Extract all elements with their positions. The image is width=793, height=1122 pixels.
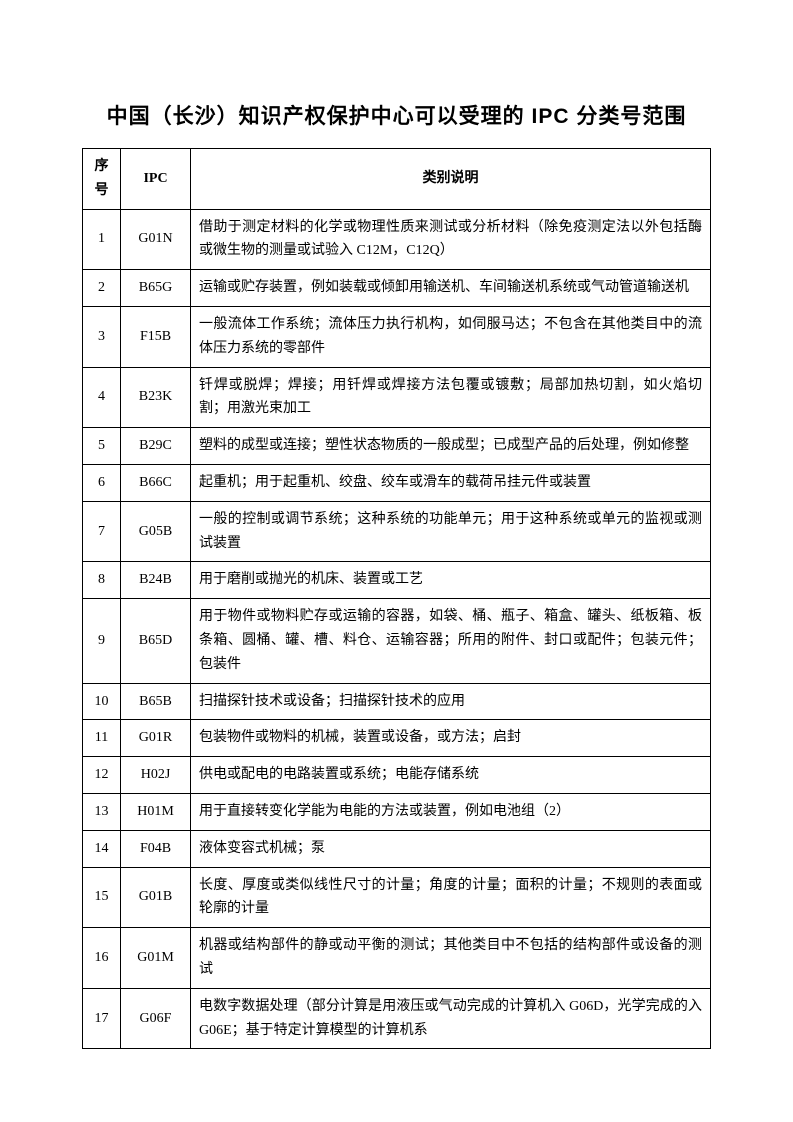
ipc-table: 序号 IPC 类别说明 1G01N借助于测定材料的化学或物理性质来测试或分析材料… (82, 148, 711, 1049)
table-row: 12H02J供电或配电的电路装置或系统；电能存储系统 (83, 757, 711, 794)
cell-index: 5 (83, 428, 121, 465)
cell-index: 13 (83, 793, 121, 830)
cell-ipc: G01M (121, 928, 191, 989)
cell-index: 15 (83, 867, 121, 928)
ipc-table-head: 序号 IPC 类别说明 (83, 149, 711, 210)
cell-index: 12 (83, 757, 121, 794)
col-header-desc: 类别说明 (191, 149, 711, 210)
cell-description: 塑料的成型或连接；塑性状态物质的一般成型；已成型产品的后处理，例如修整 (191, 428, 711, 465)
cell-index: 8 (83, 562, 121, 599)
cell-index: 3 (83, 306, 121, 367)
cell-description: 起重机；用于起重机、绞盘、绞车或滑车的载荷吊挂元件或装置 (191, 464, 711, 501)
cell-ipc: G01R (121, 720, 191, 757)
cell-description: 扫描探针技术或设备；扫描探针技术的应用 (191, 683, 711, 720)
cell-description: 运输或贮存装置，例如装载或倾卸用输送机、车间输送机系统或气动管道输送机 (191, 270, 711, 307)
col-header-index-text: 序号 (95, 159, 109, 198)
table-row: 5B29C塑料的成型或连接；塑性状态物质的一般成型；已成型产品的后处理，例如修整 (83, 428, 711, 465)
cell-description: 长度、厚度或类似线性尺寸的计量；角度的计量；面积的计量；不规则的表面或轮廓的计量 (191, 867, 711, 928)
table-row: 4B23K钎焊或脱焊；焊接；用钎焊或焊接方法包覆或镀敷；局部加热切割，如火焰切割… (83, 367, 711, 428)
table-row: 2B65G运输或贮存装置，例如装载或倾卸用输送机、车间输送机系统或气动管道输送机 (83, 270, 711, 307)
cell-description: 机器或结构部件的静或动平衡的测试；其他类目中不包括的结构部件或设备的测试 (191, 928, 711, 989)
cell-ipc: B29C (121, 428, 191, 465)
cell-ipc: B24B (121, 562, 191, 599)
cell-description: 一般流体工作系统；流体压力执行机构，如伺服马达；不包含在其他类目中的流体压力系统… (191, 306, 711, 367)
cell-index: 6 (83, 464, 121, 501)
cell-ipc: G06F (121, 988, 191, 1049)
header-row: 序号 IPC 类别说明 (83, 149, 711, 210)
page-title: 中国（长沙）知识产权保护中心可以受理的 IPC 分类号范围 (82, 100, 711, 130)
cell-index: 7 (83, 501, 121, 562)
cell-description: 用于直接转变化学能为电能的方法或装置，例如电池组（2） (191, 793, 711, 830)
cell-ipc: H02J (121, 757, 191, 794)
cell-description: 用于磨削或抛光的机床、装置或工艺 (191, 562, 711, 599)
cell-description: 电数字数据处理（部分计算是用液压或气动完成的计算机入 G06D，光学完成的入 G… (191, 988, 711, 1049)
cell-ipc: F15B (121, 306, 191, 367)
cell-ipc: F04B (121, 830, 191, 867)
cell-index: 17 (83, 988, 121, 1049)
cell-index: 10 (83, 683, 121, 720)
cell-ipc: G05B (121, 501, 191, 562)
cell-ipc: B65D (121, 599, 191, 683)
col-header-ipc: IPC (121, 149, 191, 210)
table-row: 13H01M用于直接转变化学能为电能的方法或装置，例如电池组（2） (83, 793, 711, 830)
cell-ipc: B65B (121, 683, 191, 720)
cell-index: 9 (83, 599, 121, 683)
table-row: 1G01N借助于测定材料的化学或物理性质来测试或分析材料（除免疫测定法以外包括酶… (83, 209, 711, 270)
cell-index: 14 (83, 830, 121, 867)
cell-ipc: B23K (121, 367, 191, 428)
table-row: 10B65B扫描探针技术或设备；扫描探针技术的应用 (83, 683, 711, 720)
table-row: 17G06F电数字数据处理（部分计算是用液压或气动完成的计算机入 G06D，光学… (83, 988, 711, 1049)
cell-description: 借助于测定材料的化学或物理性质来测试或分析材料（除免疫测定法以外包括酶或微生物的… (191, 209, 711, 270)
table-row: 7G05B一般的控制或调节系统；这种系统的功能单元；用于这种系统或单元的监视或测… (83, 501, 711, 562)
cell-index: 16 (83, 928, 121, 989)
table-row: 3F15B一般流体工作系统；流体压力执行机构，如伺服马达；不包含在其他类目中的流… (83, 306, 711, 367)
cell-description: 钎焊或脱焊；焊接；用钎焊或焊接方法包覆或镀敷；局部加热切割，如火焰切割；用激光束… (191, 367, 711, 428)
cell-ipc: G01B (121, 867, 191, 928)
cell-index: 2 (83, 270, 121, 307)
cell-description: 用于物件或物料贮存或运输的容器，如袋、桶、瓶子、箱盒、罐头、纸板箱、板条箱、圆桶… (191, 599, 711, 683)
table-row: 8B24B用于磨削或抛光的机床、装置或工艺 (83, 562, 711, 599)
cell-ipc: B66C (121, 464, 191, 501)
cell-index: 4 (83, 367, 121, 428)
cell-index: 11 (83, 720, 121, 757)
cell-ipc: B65G (121, 270, 191, 307)
table-row: 16G01M机器或结构部件的静或动平衡的测试；其他类目中不包括的结构部件或设备的… (83, 928, 711, 989)
cell-index: 1 (83, 209, 121, 270)
cell-description: 供电或配电的电路装置或系统；电能存储系统 (191, 757, 711, 794)
table-row: 11G01R包装物件或物料的机械，装置或设备，或方法；启封 (83, 720, 711, 757)
table-row: 9B65D用于物件或物料贮存或运输的容器，如袋、桶、瓶子、箱盒、罐头、纸板箱、板… (83, 599, 711, 683)
cell-description: 一般的控制或调节系统；这种系统的功能单元；用于这种系统或单元的监视或测试装置 (191, 501, 711, 562)
table-row: 15G01B长度、厚度或类似线性尺寸的计量；角度的计量；面积的计量；不规则的表面… (83, 867, 711, 928)
table-row: 14F04B液体变容式机械；泵 (83, 830, 711, 867)
ipc-table-body: 1G01N借助于测定材料的化学或物理性质来测试或分析材料（除免疫测定法以外包括酶… (83, 209, 711, 1049)
cell-description: 液体变容式机械；泵 (191, 830, 711, 867)
document-page: 中国（长沙）知识产权保护中心可以受理的 IPC 分类号范围 序号 IPC 类别说… (0, 0, 793, 1122)
cell-description: 包装物件或物料的机械，装置或设备，或方法；启封 (191, 720, 711, 757)
cell-ipc: H01M (121, 793, 191, 830)
table-row: 6B66C起重机；用于起重机、绞盘、绞车或滑车的载荷吊挂元件或装置 (83, 464, 711, 501)
col-header-index: 序号 (83, 149, 121, 210)
cell-ipc: G01N (121, 209, 191, 270)
